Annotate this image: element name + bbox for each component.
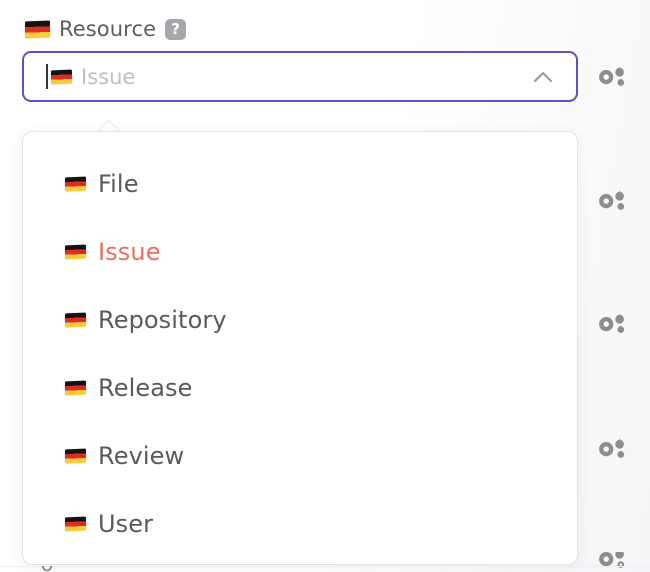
dropdown-option-issue[interactable]: Issue <box>23 218 577 286</box>
clipped-text: 0 <box>40 566 54 572</box>
field-label-row: Resource ? <box>22 12 578 46</box>
settings-gears-button[interactable] <box>592 63 632 97</box>
flag-de-icon <box>65 244 86 260</box>
dropdown-option-release[interactable]: Release <box>23 354 577 422</box>
dropdown-option-file[interactable]: File <box>23 150 577 218</box>
flag-de-icon <box>65 516 86 532</box>
dropdown-option-label: Release <box>98 374 193 402</box>
dropdown-option-label: File <box>98 170 139 198</box>
clipped-content-below: 0 <box>22 566 578 572</box>
chevron-up-icon[interactable] <box>528 62 558 92</box>
flag-de-icon <box>51 69 72 84</box>
resource-combobox[interactable]: Issue <box>22 51 578 102</box>
resource-field: Resource ? Issue <box>22 12 578 102</box>
settings-gears-button[interactable] <box>592 435 632 469</box>
combobox-row: Issue <box>22 51 578 102</box>
settings-gears-button[interactable] <box>592 552 632 572</box>
flag-de-icon <box>65 380 86 396</box>
section-divider <box>0 566 650 567</box>
dropdown-option-label: Repository <box>98 306 227 334</box>
flag-de-icon <box>65 312 86 328</box>
settings-gears-button[interactable] <box>592 310 632 344</box>
dropdown-option-review[interactable]: Review <box>23 422 577 490</box>
dropdown-option-label: User <box>98 510 154 538</box>
flag-de-icon <box>25 20 50 38</box>
page-title: Resource <box>59 17 157 41</box>
dropdown-option-label: Review <box>98 442 185 470</box>
resource-dropdown-panel: File Issue Repository Release Review Use… <box>22 131 578 565</box>
resource-input-placeholder: Issue <box>81 64 136 89</box>
dropdown-option-repository[interactable]: Repository <box>23 286 577 354</box>
help-circle-icon[interactable]: ? <box>165 18 187 40</box>
resource-option-list: File Issue Repository Release Review Use… <box>23 132 577 558</box>
settings-gears-button[interactable] <box>592 187 632 221</box>
text-caret <box>46 64 48 89</box>
flag-de-icon <box>65 176 86 192</box>
flag-de-icon <box>65 448 86 464</box>
dropdown-option-user[interactable]: User <box>23 490 577 558</box>
dropdown-option-label: Issue <box>98 238 161 266</box>
